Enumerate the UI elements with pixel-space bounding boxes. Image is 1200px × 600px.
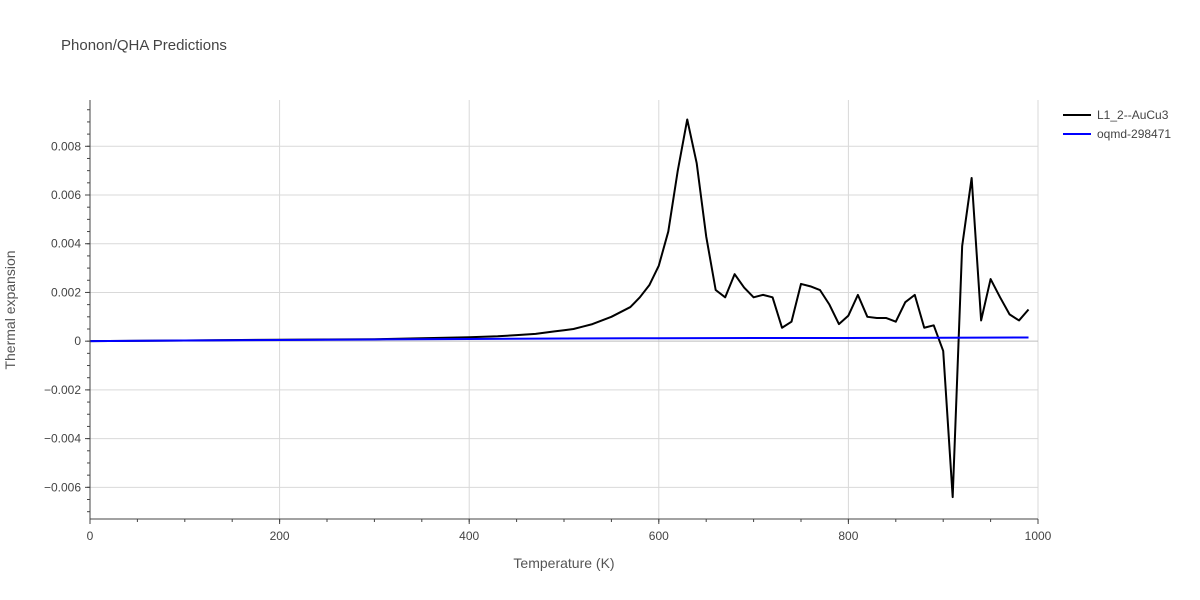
y-tick-label: −0.002 xyxy=(44,383,81,397)
x-tick-label: 600 xyxy=(649,529,669,543)
x-tick-label: 400 xyxy=(459,529,479,543)
legend-label-1: L1_2--AuCu3 xyxy=(1097,108,1169,122)
grid-layer xyxy=(90,100,1039,519)
x-tick-label: 1000 xyxy=(1025,529,1052,543)
y-tick-label: 0 xyxy=(74,334,81,348)
y-axis-title: Thermal expansion xyxy=(2,250,18,369)
chart-title: Phonon/QHA Predictions xyxy=(61,37,227,54)
x-tick-label: 800 xyxy=(838,529,858,543)
series-line-1 xyxy=(89,118,1030,499)
x-tick-label: 0 xyxy=(87,529,94,543)
series-layer xyxy=(89,118,1030,499)
axes-layer: 0 200 400 600 800 1000 −0.006 −0.004 −0.002 0 0.00… xyxy=(44,100,1052,543)
y-tick-label: −0.006 xyxy=(44,480,81,494)
y-tick-label: −0.004 xyxy=(44,432,81,446)
x-axis-title: Temperature (K) xyxy=(513,555,614,571)
y-tick-label: 0.002 xyxy=(51,285,81,299)
legend: L1_2--AuCu3 oqmd-298471 xyxy=(1063,108,1171,141)
legend-label-2: oqmd-298471 xyxy=(1097,127,1171,141)
y-tick-label: 0.006 xyxy=(51,188,81,202)
y-tick-label: 0.008 xyxy=(51,139,81,153)
x-tick-label: 200 xyxy=(270,529,290,543)
y-tick-label: 0.004 xyxy=(51,237,81,251)
series-line-2 xyxy=(89,336,1029,343)
